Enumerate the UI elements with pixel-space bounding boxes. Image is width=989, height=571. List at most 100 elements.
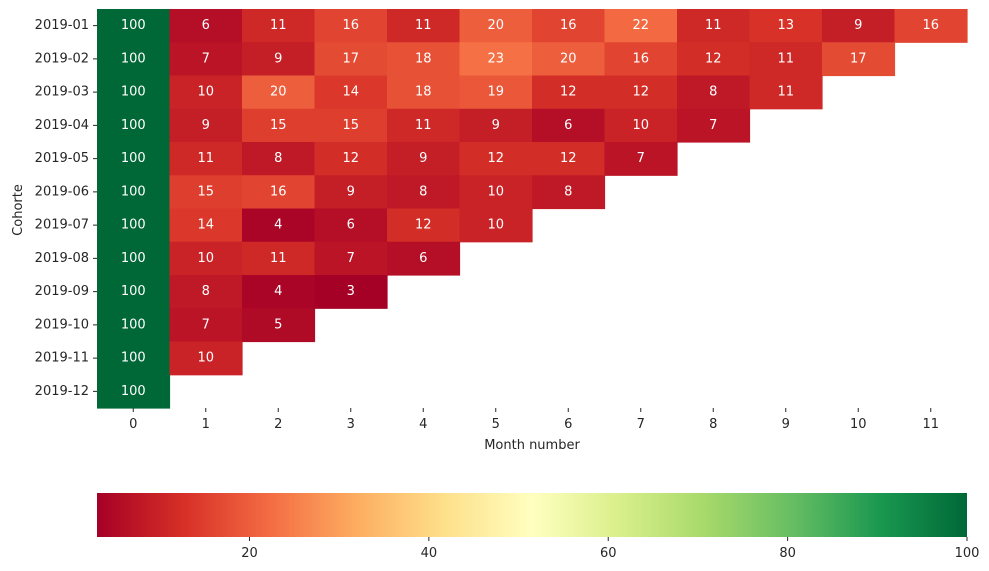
- cell-value-label: 100: [121, 118, 146, 133]
- heatmap-cell: [387, 75, 461, 110]
- heatmap-cell: [97, 308, 171, 343]
- cell-value-label: 17: [850, 51, 867, 66]
- x-tick-label: 8: [709, 417, 717, 432]
- y-tick-label: 2019-01: [35, 18, 89, 33]
- cell-value-label: 12: [705, 51, 722, 66]
- heatmap-cell: [532, 9, 606, 43]
- cell-value-label: 12: [560, 151, 577, 166]
- y-tick-label: 2019-03: [35, 85, 89, 100]
- cell-value-label: 16: [270, 184, 287, 199]
- x-tick-label: 10: [850, 417, 867, 432]
- y-tick-label: 2019-07: [35, 218, 89, 233]
- cell-value-label: 8: [564, 184, 572, 199]
- heatmap-cell: [677, 9, 751, 43]
- y-tick-label: 2019-11: [35, 351, 89, 366]
- cell-value-label: 9: [202, 118, 210, 133]
- y-axis-label: Cohorte: [11, 184, 26, 236]
- heatmap-cell: [169, 241, 243, 276]
- heatmap-cell: [314, 275, 388, 309]
- cell-value-label: 5: [274, 317, 282, 332]
- heatmap-cell: [459, 42, 533, 77]
- heatmap-cell: [97, 241, 171, 276]
- heatmap-cell: [97, 42, 171, 77]
- cell-value-label: 16: [922, 18, 939, 33]
- y-tick-label: 2019-12: [35, 384, 89, 399]
- heatmap-cell: [532, 75, 606, 110]
- heatmap-cell: [169, 308, 243, 343]
- heatmap-cell: [242, 275, 316, 309]
- heatmap-cell: [314, 142, 388, 176]
- heatmap-cell: [314, 108, 388, 143]
- colorbar: 20 40 60 80 100: [97, 493, 979, 561]
- heatmap-cell: [677, 42, 751, 77]
- x-tick-label: 2: [274, 417, 282, 432]
- y-tick-label: 2019-08: [35, 251, 89, 266]
- cell-value-label: 9: [274, 51, 282, 66]
- heatmap-cell: [242, 75, 316, 110]
- heatmap-cell: [459, 208, 533, 243]
- heatmap-cell: [749, 75, 823, 110]
- heatmap-cell: [604, 75, 678, 110]
- cell-value-label: 8: [419, 184, 427, 199]
- colorbar-tick-label: 80: [779, 546, 796, 561]
- cell-value-label: 7: [709, 118, 717, 133]
- heatmap-cell: [314, 42, 388, 77]
- heatmap-cell: [169, 341, 243, 376]
- heatmap-cell: [97, 75, 171, 110]
- heatmap-cell: [314, 9, 388, 43]
- colorbar-tick-label: 40: [421, 546, 438, 561]
- colorbar-tick-label: 100: [955, 546, 980, 561]
- cell-value-label: 3: [347, 284, 355, 299]
- heatmap-cell: [749, 9, 823, 43]
- heatmap-cell: [459, 175, 533, 210]
- cell-value-label: 6: [564, 118, 572, 133]
- cell-value-label: 10: [487, 184, 504, 199]
- cell-value-label: 4: [274, 218, 282, 233]
- heatmap-cell: [97, 341, 171, 376]
- heatmap-cell: [314, 75, 388, 110]
- x-tick-label: 1: [202, 417, 210, 432]
- colorbar-gradient: [97, 493, 967, 537]
- x-tick-label: 7: [637, 417, 645, 432]
- cell-value-label: 8: [202, 284, 210, 299]
- y-tick-label: 2019-10: [35, 317, 89, 332]
- heatmap-cell: [459, 9, 533, 43]
- colorbar-tick-label: 20: [241, 546, 258, 561]
- x-tick-label: 4: [419, 417, 427, 432]
- cell-value-label: 7: [347, 251, 355, 266]
- heatmap-cell: [314, 241, 388, 276]
- heatmap-cell: [97, 208, 171, 243]
- heatmap-cell: [169, 75, 243, 110]
- heatmap-cell: [169, 108, 243, 143]
- cell-value-label: 100: [121, 384, 146, 399]
- cell-value-label: 11: [197, 151, 214, 166]
- cell-value-labels: 100 6 11 16 11 20 16 22 11 13 9 16 100 7 9 17 18 23 20 16 12…: [121, 18, 939, 399]
- x-tick-label: 3: [347, 417, 355, 432]
- heatmap-cell: [242, 308, 316, 343]
- y-tick-label: 2019-06: [35, 184, 89, 199]
- cell-value-label: 19: [487, 85, 504, 100]
- cell-value-label: 8: [709, 85, 717, 100]
- cell-value-label: 12: [632, 85, 649, 100]
- cell-value-label: 11: [415, 118, 432, 133]
- colorbar-tick-label: 60: [600, 546, 617, 561]
- cell-value-label: 100: [121, 184, 146, 199]
- cell-value-label: 11: [777, 85, 794, 100]
- cell-value-label: 13: [777, 18, 794, 33]
- cell-value-label: 100: [121, 317, 146, 332]
- x-axis-ticks: 0 1 2 3 4 5 6 7 8 9 10 11: [129, 408, 939, 432]
- cell-value-label: 16: [632, 51, 649, 66]
- x-tick-label: 11: [922, 417, 939, 432]
- cell-value-label: 9: [854, 18, 862, 33]
- heatmap-cell: [604, 42, 678, 77]
- cell-value-label: 100: [121, 284, 146, 299]
- cell-value-label: 12: [560, 85, 577, 100]
- heatmap-cell: [97, 108, 171, 143]
- heatmap-cell: [532, 142, 606, 176]
- heatmap-cell: [169, 142, 243, 176]
- cell-value-label: 11: [270, 18, 287, 33]
- cell-value-label: 15: [270, 118, 287, 133]
- y-tick-label: 2019-09: [35, 284, 89, 299]
- x-tick-label: 0: [129, 417, 137, 432]
- heatmap-cell: [242, 208, 316, 243]
